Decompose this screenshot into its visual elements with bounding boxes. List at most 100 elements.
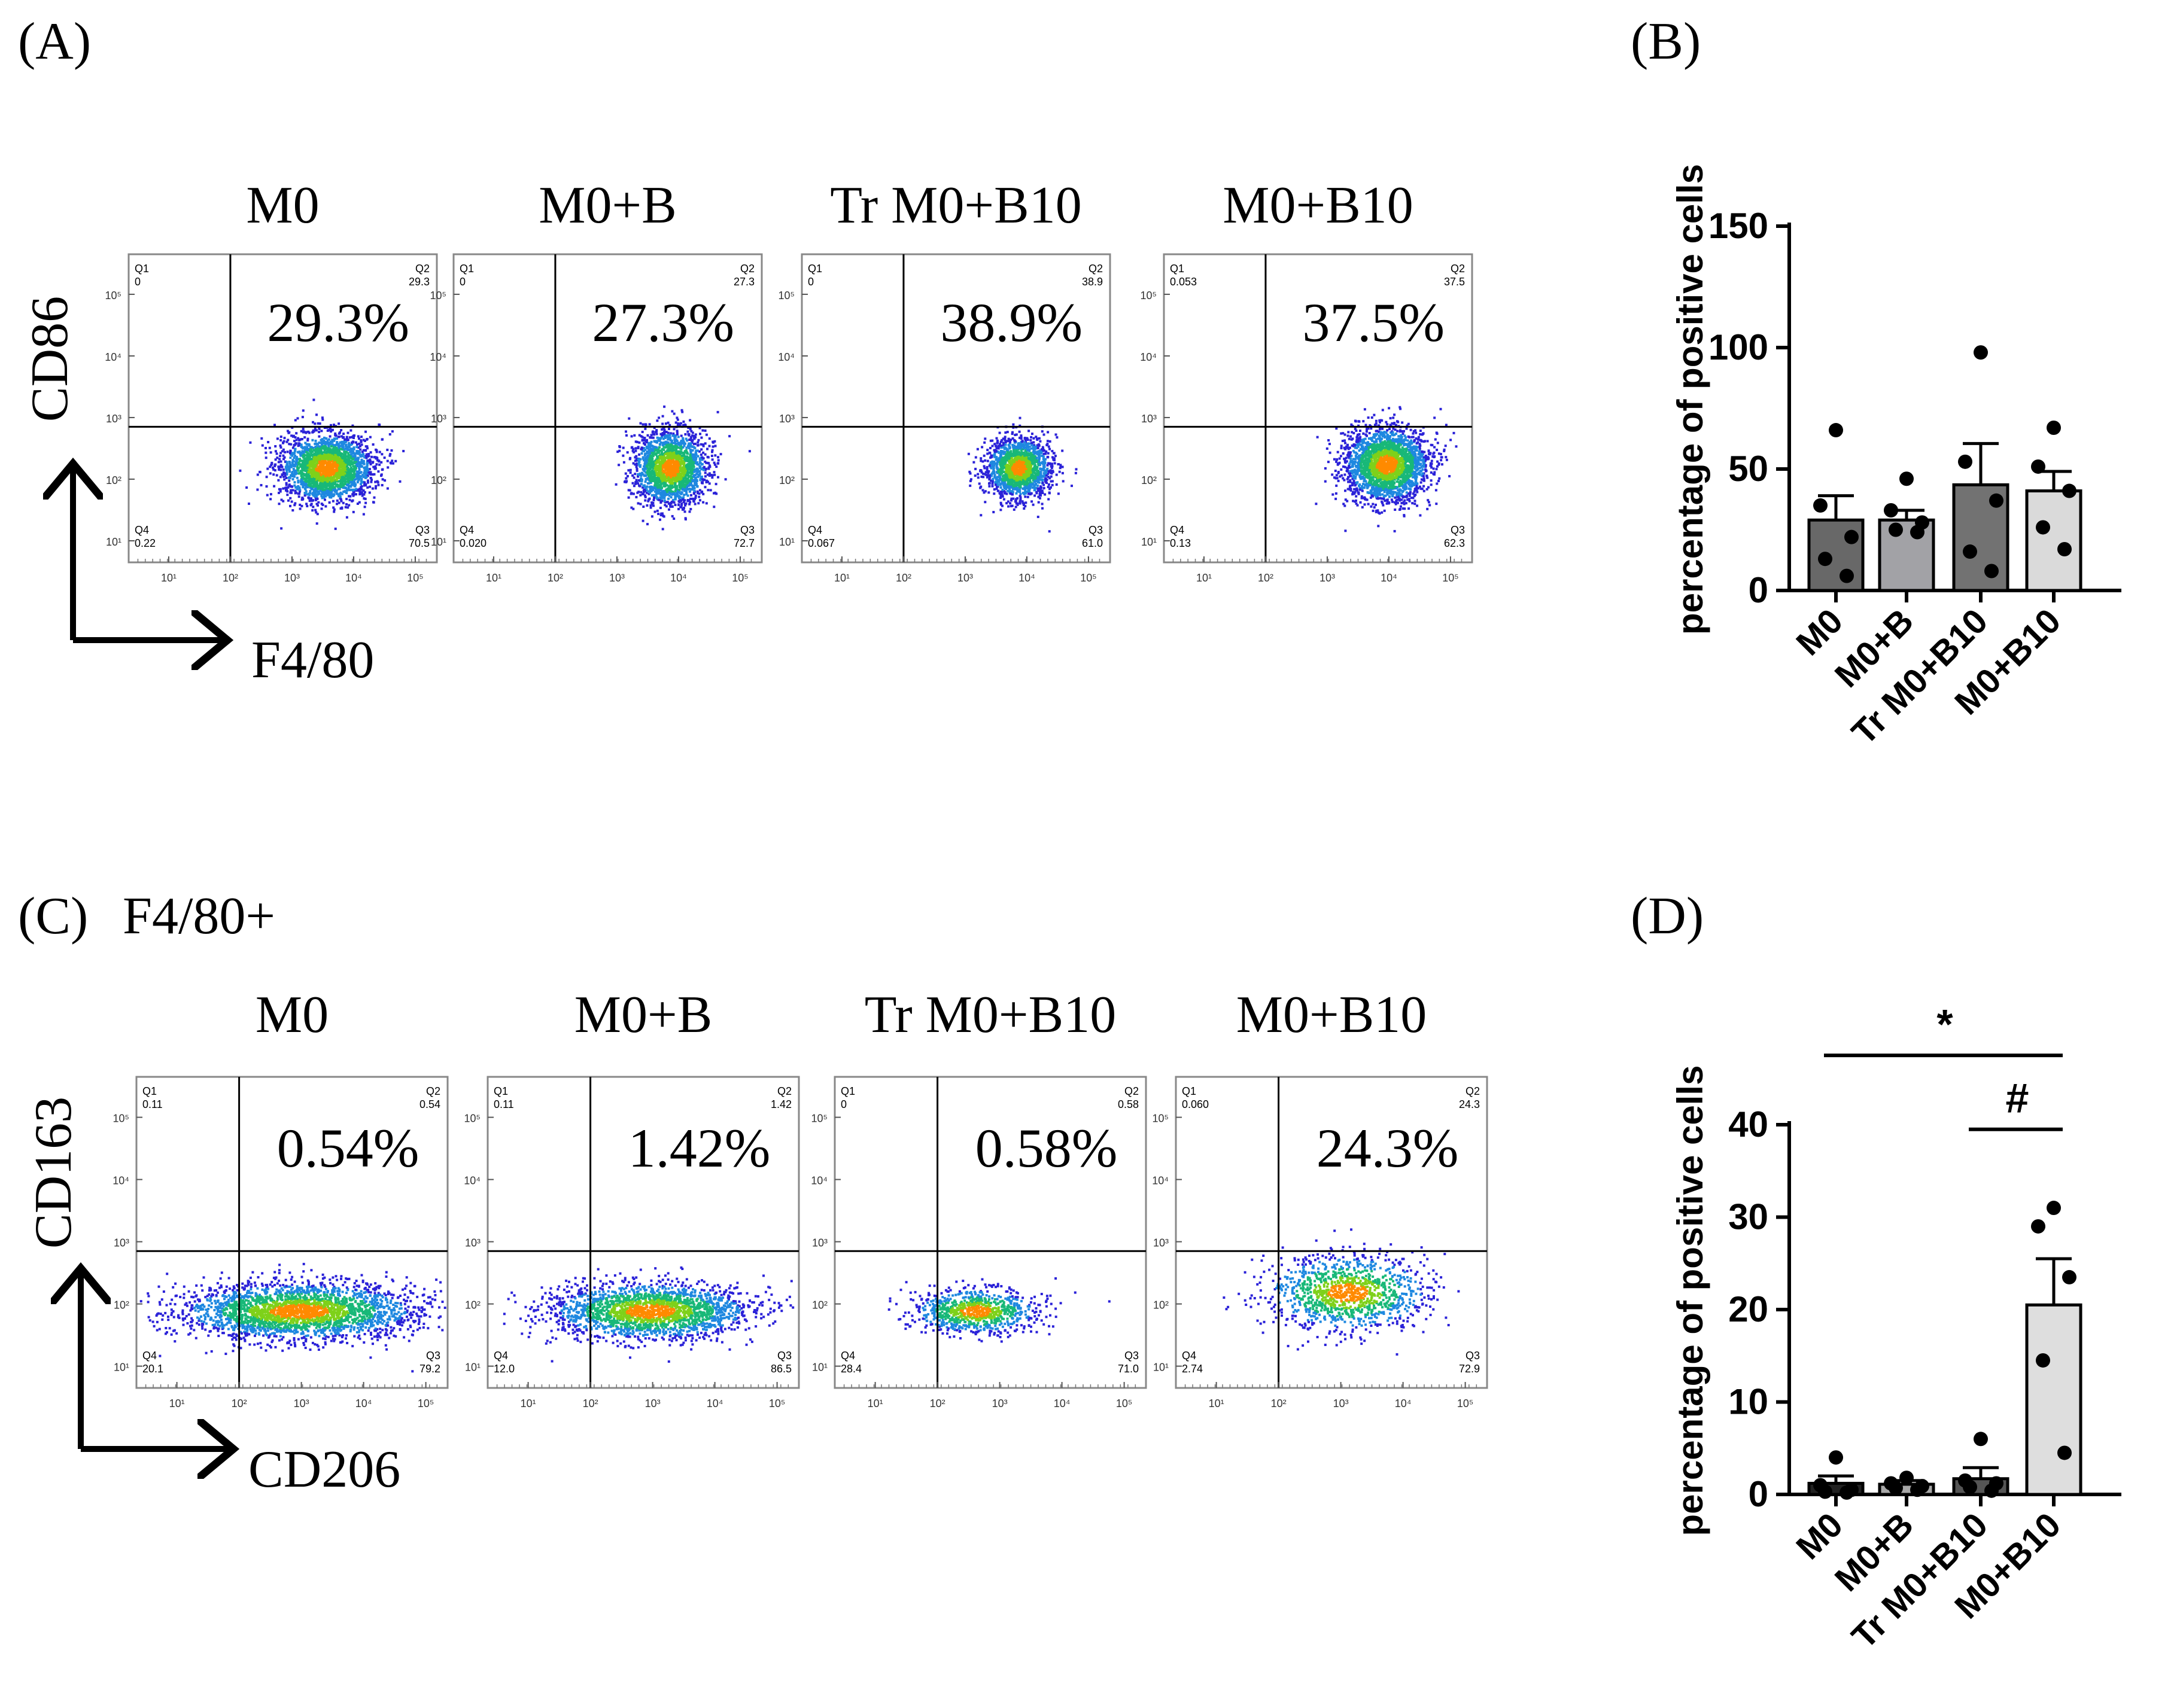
flow-a-1-event [683,444,686,447]
flow-a-0-event [352,491,355,494]
flow-a-0-event [355,441,357,444]
flow-a-1-x-tick: 10² [548,572,563,584]
flow-a-1-event [668,452,671,455]
flow-a-0-event [342,441,345,444]
flow-a-0-event [327,479,330,482]
flow-a-1-event [655,479,658,482]
flow-a-1-event [664,468,667,471]
flow-a-1-event [678,455,681,458]
flow-a-1-event [629,456,632,459]
flow-a-0-event [298,486,301,489]
flow-a-1-event [692,476,695,479]
flow-a-1-q3-value: 72.7 [734,537,755,549]
flow-a-0-event [346,483,349,486]
flow-a-0-event [327,466,330,469]
flow-a-1-event [640,474,643,477]
flow-a-0-event [305,450,308,453]
flow-a-0-event [390,449,393,452]
flow-a-0-event [331,481,334,484]
flow-a-1-event [677,450,680,453]
flow-a-0-event [314,428,317,431]
flow-a-1-event [659,477,661,480]
flow-a-1-event [640,483,643,486]
flow-a-1-event [705,433,708,436]
flow-a-0-event [347,482,350,485]
flow-a-0-event [302,461,305,464]
flow-a-0-event [327,471,330,474]
flow-a-0-event [339,495,342,498]
flow-a-0-event [311,509,314,512]
flow-a-0-event [273,485,276,488]
row-a-axis-arrows [73,464,227,640]
flow-a-1-event [702,457,705,460]
flow-a-1-event [704,475,707,478]
flow-a-0-event [312,499,315,502]
flow-a-1-event [644,462,647,465]
flow-a-0-event [334,488,337,491]
flow-a-1-event [649,450,652,453]
flow-a-0-event [321,486,324,489]
flow-a-1-event [707,480,710,483]
flow-a-0-event [315,482,318,485]
flow-a-1-event [637,458,640,461]
flow-a-0-event [372,443,375,446]
flow-a-1-event [644,478,647,480]
flow-a-0-event [285,468,288,471]
flow-a-0-event [306,466,309,469]
flow-a-1-event [673,428,676,431]
flow-a-1-event [627,496,630,499]
flow-a-1-event [671,469,674,472]
flow-a-0-event [320,486,323,489]
flow-a-1-event [688,456,691,459]
flow-a-1-event [646,458,649,461]
flow-a-1-event [659,437,662,440]
flow-a-0-event [357,452,360,455]
flow-a-1-event [652,461,655,464]
flow-a-0-event [364,474,367,477]
flow-a-0-event [296,488,299,491]
flow-a-0-event [388,454,391,457]
flow-a-2-event [1041,446,1044,449]
flow-a-1-event [632,462,635,465]
flow-a-0-event [326,477,329,480]
flow-a-0-event [376,456,379,459]
flow-a-0-event [339,498,342,501]
flow-a-0-event [325,485,328,488]
flow-a-0-event [344,474,347,477]
flow-a-0-event [328,461,330,464]
panel-label-a: (A) [18,13,91,71]
flow-a-1-q2-value: 27.3 [734,276,755,288]
flow-a-0-event [331,457,334,460]
flow-a-0-event [346,458,349,461]
flow-a-1-event [670,448,673,451]
flow-a-0-event [288,470,291,473]
flow-a-0-event [248,503,250,505]
flow-a-1-event [639,464,642,467]
flow-a-1-event [656,456,659,459]
flow-a-0-event [327,492,330,495]
flow-a-0-event [284,472,287,475]
flow-a-1-event [669,432,672,435]
flow-a-1-event [652,470,655,473]
flow-a-1-event [645,460,648,463]
flow-a-0-event [308,453,311,456]
flow-a-1-q4-value: 0.020 [460,537,487,549]
flow-a-0-event [307,471,310,474]
flow-a-0-event [270,464,273,467]
flow-a-0-event [291,461,294,464]
flow-a-0-event [312,469,315,472]
flow-a-0-event [279,468,282,471]
flow-a-2-event [1014,506,1017,509]
flow-a-2-event [1044,493,1047,496]
flow-a-0-event [372,461,375,464]
flow-a-0-event [303,477,306,480]
flow-a-0-event [325,468,328,471]
flow-a-0-event [295,439,298,442]
flow-a-0-event [328,483,331,486]
flow-a-0-event [305,477,308,480]
flow-a-1-q1-value: 0 [460,276,466,288]
flow-a-1-event [672,492,674,495]
flow-a-1-event [674,438,677,441]
flow-a-0-event [324,495,327,498]
flow-a-1-event [649,442,652,444]
